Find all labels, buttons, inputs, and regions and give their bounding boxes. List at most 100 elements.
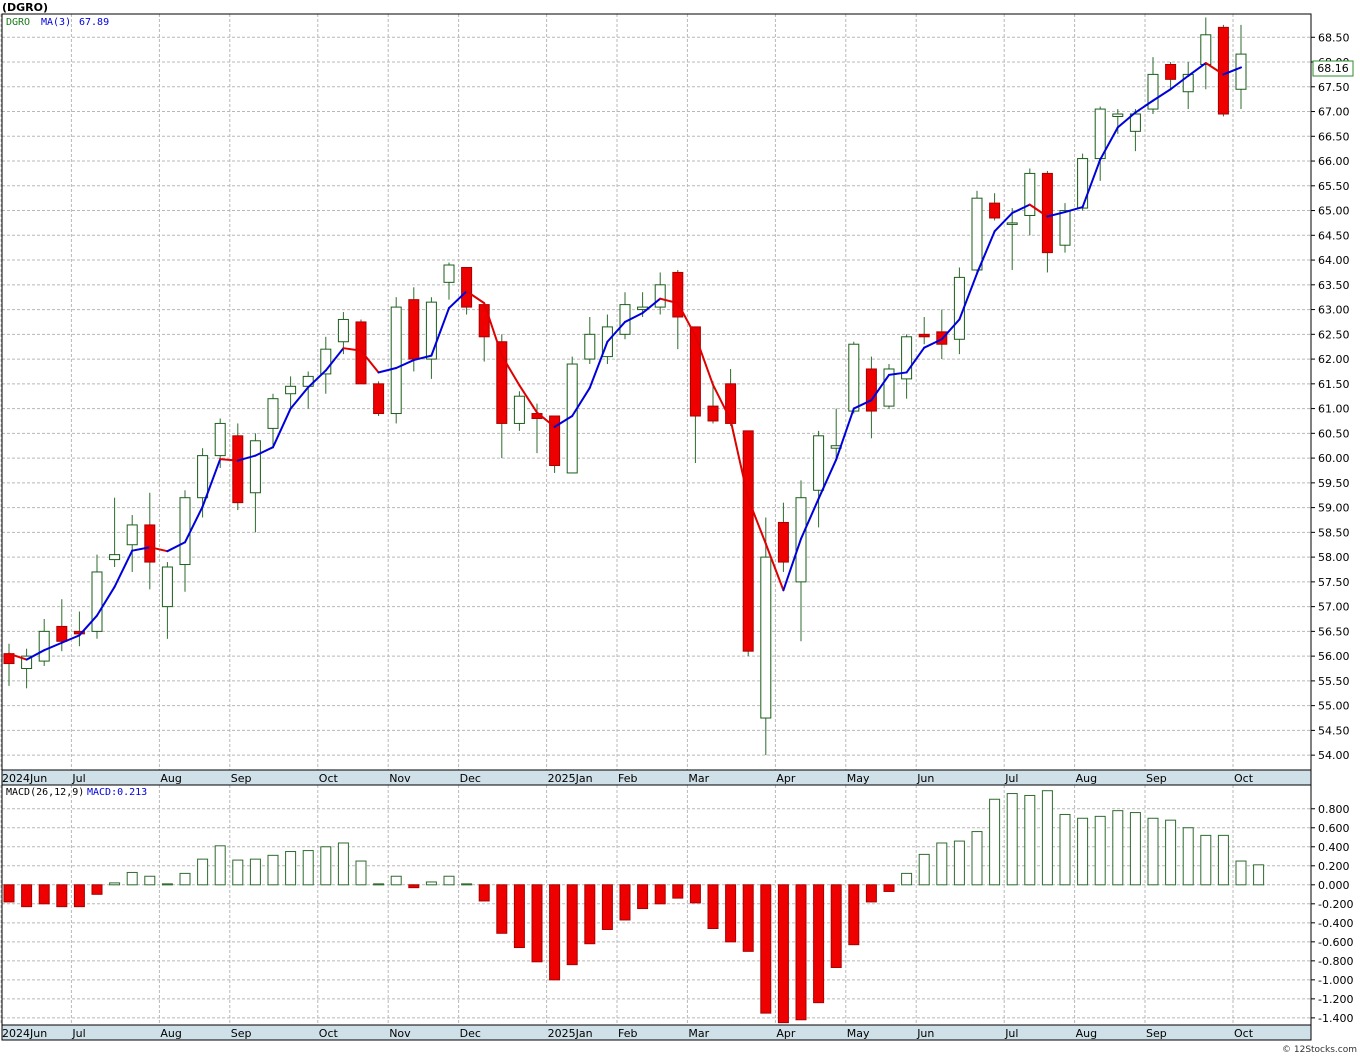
candle-body bbox=[443, 264, 455, 283]
candle bbox=[267, 393, 279, 449]
candle-body bbox=[1059, 210, 1071, 246]
ma-segment bbox=[923, 338, 943, 349]
macd-tick-label: -0.400 bbox=[1318, 917, 1353, 930]
date-label: Apr bbox=[776, 1027, 796, 1040]
macd-bar bbox=[760, 884, 772, 1014]
date-label: Nov bbox=[389, 772, 411, 785]
ma-segment bbox=[870, 373, 890, 402]
macd-bar bbox=[320, 846, 332, 886]
macd-value-label: MACD:0.213 bbox=[87, 787, 147, 798]
candle-body bbox=[1165, 63, 1177, 80]
candle-body bbox=[197, 455, 209, 499]
ma-segment bbox=[852, 399, 873, 410]
macd-tick-label: 0.400 bbox=[1318, 841, 1350, 854]
candle bbox=[1077, 153, 1089, 211]
candle bbox=[1200, 17, 1212, 90]
price-tick-label: 60.50 bbox=[1318, 427, 1350, 440]
ma-segment bbox=[1099, 126, 1119, 161]
macd-bar bbox=[813, 884, 825, 1004]
macd-bar bbox=[601, 884, 613, 930]
candle-body bbox=[337, 318, 349, 343]
ma-segment bbox=[1011, 203, 1031, 215]
ma-segment bbox=[395, 359, 415, 369]
macd-bar bbox=[109, 882, 121, 886]
macd-histogram bbox=[3, 790, 1265, 1024]
candle bbox=[1112, 109, 1124, 134]
macd-bar bbox=[161, 883, 173, 886]
macd-bar bbox=[425, 881, 437, 886]
candle-body bbox=[461, 266, 473, 308]
candle-body bbox=[390, 306, 402, 415]
macd-bar bbox=[3, 884, 15, 903]
macd-bar bbox=[408, 884, 420, 889]
macd-bar bbox=[549, 884, 561, 981]
ma-segment bbox=[1152, 88, 1172, 102]
macd-bar bbox=[637, 884, 649, 910]
legend-ma-value: 67.89 bbox=[79, 17, 109, 28]
macd-bar bbox=[38, 884, 50, 905]
macd-bar bbox=[1182, 827, 1194, 886]
date-label: Jul bbox=[71, 772, 85, 785]
candle bbox=[989, 193, 1001, 221]
candle bbox=[549, 415, 561, 473]
date-label: Aug bbox=[160, 1027, 181, 1040]
price-tick-label: 58.00 bbox=[1318, 551, 1350, 564]
candle-body bbox=[725, 383, 737, 424]
candle-body bbox=[689, 326, 701, 417]
date-label: Dec bbox=[460, 772, 481, 785]
candle-body bbox=[126, 524, 138, 546]
ma-segment bbox=[201, 458, 222, 508]
ma-segment bbox=[606, 320, 626, 343]
ma-segment bbox=[342, 347, 362, 352]
ma-segment bbox=[166, 541, 186, 553]
macd-bar bbox=[654, 884, 666, 905]
macd-bar bbox=[478, 884, 490, 902]
macd-tick-label: -0.800 bbox=[1318, 955, 1353, 968]
ma-segment bbox=[113, 549, 134, 588]
price-tick-label: 65.50 bbox=[1318, 180, 1350, 193]
ma-segment bbox=[219, 458, 239, 462]
date-label: Jun bbox=[916, 1027, 934, 1040]
ma-segment bbox=[448, 290, 468, 310]
macd-tick-label: 0.200 bbox=[1318, 860, 1350, 873]
macd-bar bbox=[443, 875, 455, 886]
candle-body bbox=[813, 435, 825, 491]
ma-segment bbox=[835, 407, 855, 461]
macd-bar bbox=[883, 884, 895, 892]
candle-body bbox=[1077, 158, 1089, 209]
macd-bar bbox=[848, 884, 860, 946]
macd-bar bbox=[1200, 834, 1212, 886]
price-tick-label: 60.00 bbox=[1318, 452, 1350, 465]
date-label: Oct bbox=[1234, 1027, 1254, 1040]
price-tick-label: 54.50 bbox=[1318, 724, 1350, 737]
macd-tick-label: 0.800 bbox=[1318, 803, 1350, 816]
price-tick-label: 59.00 bbox=[1318, 502, 1350, 515]
macd-tick-label: 0.600 bbox=[1318, 822, 1350, 835]
candle-body bbox=[1147, 73, 1159, 110]
macd-bar bbox=[126, 871, 138, 886]
price-tick-label: 56.50 bbox=[1318, 625, 1350, 638]
macd-bar bbox=[742, 884, 754, 952]
ma-segment bbox=[1204, 62, 1225, 76]
ma-segment bbox=[254, 446, 274, 457]
candle bbox=[126, 515, 138, 572]
candle bbox=[883, 364, 895, 409]
macd-bar bbox=[214, 845, 226, 886]
candle bbox=[390, 297, 402, 424]
ma-segment bbox=[712, 383, 732, 421]
macd-bar bbox=[865, 884, 877, 903]
candle bbox=[672, 269, 684, 350]
ma-segment bbox=[976, 230, 996, 275]
candle-body bbox=[654, 284, 666, 308]
candle-body bbox=[777, 521, 789, 563]
macd-bar bbox=[232, 859, 244, 886]
candle bbox=[1129, 109, 1141, 152]
price-tick-label: 55.00 bbox=[1318, 700, 1350, 713]
candle bbox=[21, 648, 33, 689]
candle bbox=[285, 376, 297, 409]
ma-segment bbox=[518, 384, 538, 414]
macd-bar bbox=[355, 860, 367, 886]
ma-segment bbox=[307, 369, 327, 389]
macd-bar bbox=[936, 842, 948, 886]
macd-bar bbox=[91, 884, 103, 895]
